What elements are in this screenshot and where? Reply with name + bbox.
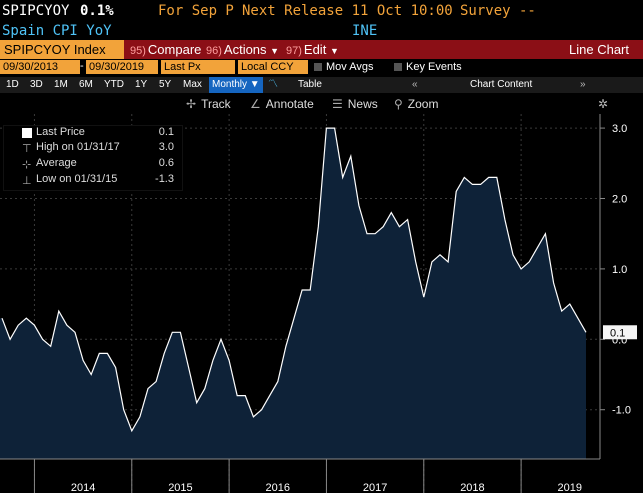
edit-button[interactable]: 97) Edit ▼ — [280, 40, 345, 59]
next-release: Next Release 11 Oct 10:00 — [242, 3, 453, 19]
period-3d[interactable]: 3D — [30, 79, 43, 90]
y-tick-label: 1.0 — [612, 264, 627, 276]
news-button[interactable]: ☰ News — [332, 96, 378, 112]
news-label: News — [347, 97, 378, 111]
average-marker-icon: ⊹ — [22, 159, 32, 171]
compare-number: 95) — [130, 45, 146, 57]
period-max[interactable]: Max — [183, 79, 202, 90]
period-6m[interactable]: 6M — [79, 79, 93, 90]
actions-label: Actions — [223, 42, 267, 57]
legend-last-price-value: 0.1 — [158, 126, 174, 138]
period-1d[interactable]: 1D — [6, 79, 19, 90]
end-date-input[interactable]: 09/30/2019 — [86, 60, 158, 74]
legend-high: ⊤ High on 01/31/17 3.0 — [4, 141, 182, 155]
survey-label: Survey -- — [460, 3, 536, 19]
x-tick-label: 2016 — [266, 482, 290, 493]
expand-right-icon[interactable]: » — [580, 79, 586, 90]
y-tick-label: 2.0 — [612, 193, 627, 205]
pencil-icon: ∠ — [250, 97, 261, 111]
edit-label: Edit — [303, 42, 327, 57]
square-icon — [22, 128, 32, 138]
period-1y[interactable]: 1Y — [135, 79, 148, 90]
chart-type-label: Line Chart — [569, 42, 629, 57]
period-1m[interactable]: 1M — [54, 79, 68, 90]
legend-average-value: 0.6 — [158, 157, 174, 169]
price-chart[interactable]: -1.00.01.02.03.0 2014 2015 2016 2017 2018 201… — [0, 114, 643, 493]
x-tick-label: 2019 — [558, 482, 582, 493]
period-bar: 1D 3D 1M 6M YTD 1Y 5Y Max Monthly ▼ 〽 Ta… — [0, 77, 643, 93]
function-toolbar: SPIPCYOY Index 95) Compare 96) Actions ▼ 9… — [0, 40, 643, 59]
frequency-select[interactable]: Monthly ▼ — [209, 77, 263, 93]
legend-high-value: 3.0 — [158, 141, 174, 153]
chart-legend: Last Price 0.1 ⊤ High on 01/31/17 3.0 ⊹ … — [3, 125, 183, 191]
legend-low-label: Low on 01/31/15 — [36, 173, 118, 185]
actions-number: 96) — [206, 45, 222, 57]
field-select[interactable]: Last Px — [161, 60, 235, 74]
track-button[interactable]: ✢ Track — [186, 96, 231, 112]
date-separator: - — [80, 60, 84, 72]
cursor-icon: ✢ — [186, 97, 197, 111]
period-label: For Sep P — [158, 3, 234, 19]
magnifier-icon: ⚲ — [394, 97, 403, 111]
x-tick-label: 2017 — [363, 482, 387, 493]
low-marker-icon: ⊥ — [22, 175, 32, 187]
chart-content-button[interactable]: Chart Content — [470, 77, 532, 93]
x-tick-label: 2014 — [71, 482, 95, 493]
x-axis-ticks: 2014 2015 2016 2017 2018 2019 — [33, 459, 582, 493]
track-label: Track — [201, 97, 231, 111]
caret-down-icon: ▼ — [270, 46, 280, 56]
zoom-label: Zoom — [407, 97, 439, 111]
security-header: SPIPCYOY 0.1% For Sep P Next Release 11 … — [0, 0, 643, 22]
legend-high-label: High on 01/31/17 — [36, 141, 120, 153]
last-value-tag: 0.1 — [603, 325, 637, 340]
legend-last-price-label: Last Price — [36, 126, 85, 138]
period-ytd[interactable]: YTD — [104, 79, 124, 90]
key-events-checkbox[interactable]: Key Events — [392, 60, 462, 74]
gear-icon[interactable]: ✲ — [598, 97, 609, 111]
news-icon: ☰ — [332, 97, 343, 111]
chart-tools-bar: ✢ Track ∠ Annotate ☰ News ⚲ Zoom ✲ — [0, 94, 643, 114]
y-tick-label: 3.0 — [612, 123, 627, 135]
line-chart-icon[interactable]: 〽 — [268, 79, 278, 90]
legend-last-price: Last Price 0.1 — [4, 126, 182, 140]
series-line — [1, 127, 587, 433]
last-value-tag-box — [603, 325, 637, 340]
y-axis-ticks: -1.00.01.02.03.0 — [600, 123, 631, 417]
start-date-input[interactable]: 09/30/2013 — [0, 60, 80, 74]
security-name: Spain CPI YoY — [2, 23, 112, 39]
caret-down-icon: ▼ — [329, 46, 339, 56]
compare-label: Compare — [147, 42, 202, 57]
currency-select[interactable]: Local CCY — [238, 60, 308, 74]
compare-button[interactable]: 95) Compare — [124, 40, 207, 59]
last-value-tag-text: 0.1 — [610, 327, 625, 339]
high-marker-icon: ⊤ — [22, 143, 32, 155]
period-5y[interactable]: 5Y — [159, 79, 172, 90]
source-label: INE — [352, 23, 378, 39]
frequency-label: Monthly — [212, 79, 248, 90]
y-tick-label: -1.0 — [612, 405, 631, 417]
last-value: 0.1% — [80, 3, 114, 19]
legend-low: ⊥ Low on 01/31/15 -1.3 — [4, 173, 182, 187]
x-tick-label: 2015 — [168, 482, 192, 493]
security-input[interactable]: SPIPCYOY Index — [0, 40, 124, 59]
ticker-label: SPIPCYOY — [2, 3, 70, 19]
series-area — [0, 128, 586, 459]
annotate-button[interactable]: ∠ Annotate — [250, 96, 314, 112]
edit-number: 97) — [286, 45, 302, 57]
chart-content-label: Chart Content — [470, 79, 533, 90]
table-button[interactable]: Table — [298, 79, 322, 90]
x-tick-label: 2018 — [460, 482, 484, 493]
collapse-left-icon[interactable]: « — [412, 79, 418, 90]
security-subheader: Spain CPI YoY INE — [0, 22, 643, 40]
actions-button[interactable]: 96) Actions ▼ — [200, 40, 285, 59]
legend-average-label: Average — [36, 157, 77, 169]
legend-low-value: -1.3 — [155, 173, 174, 185]
legend-average: ⊹ Average 0.6 — [4, 157, 182, 171]
annotate-label: Annotate — [265, 97, 314, 111]
mov-avgs-checkbox[interactable]: Mov Avgs — [312, 60, 374, 74]
zoom-button[interactable]: ⚲ Zoom — [394, 96, 438, 112]
options-bar: 09/30/2013 - 09/30/2019 Last Px Local CC… — [0, 59, 643, 75]
